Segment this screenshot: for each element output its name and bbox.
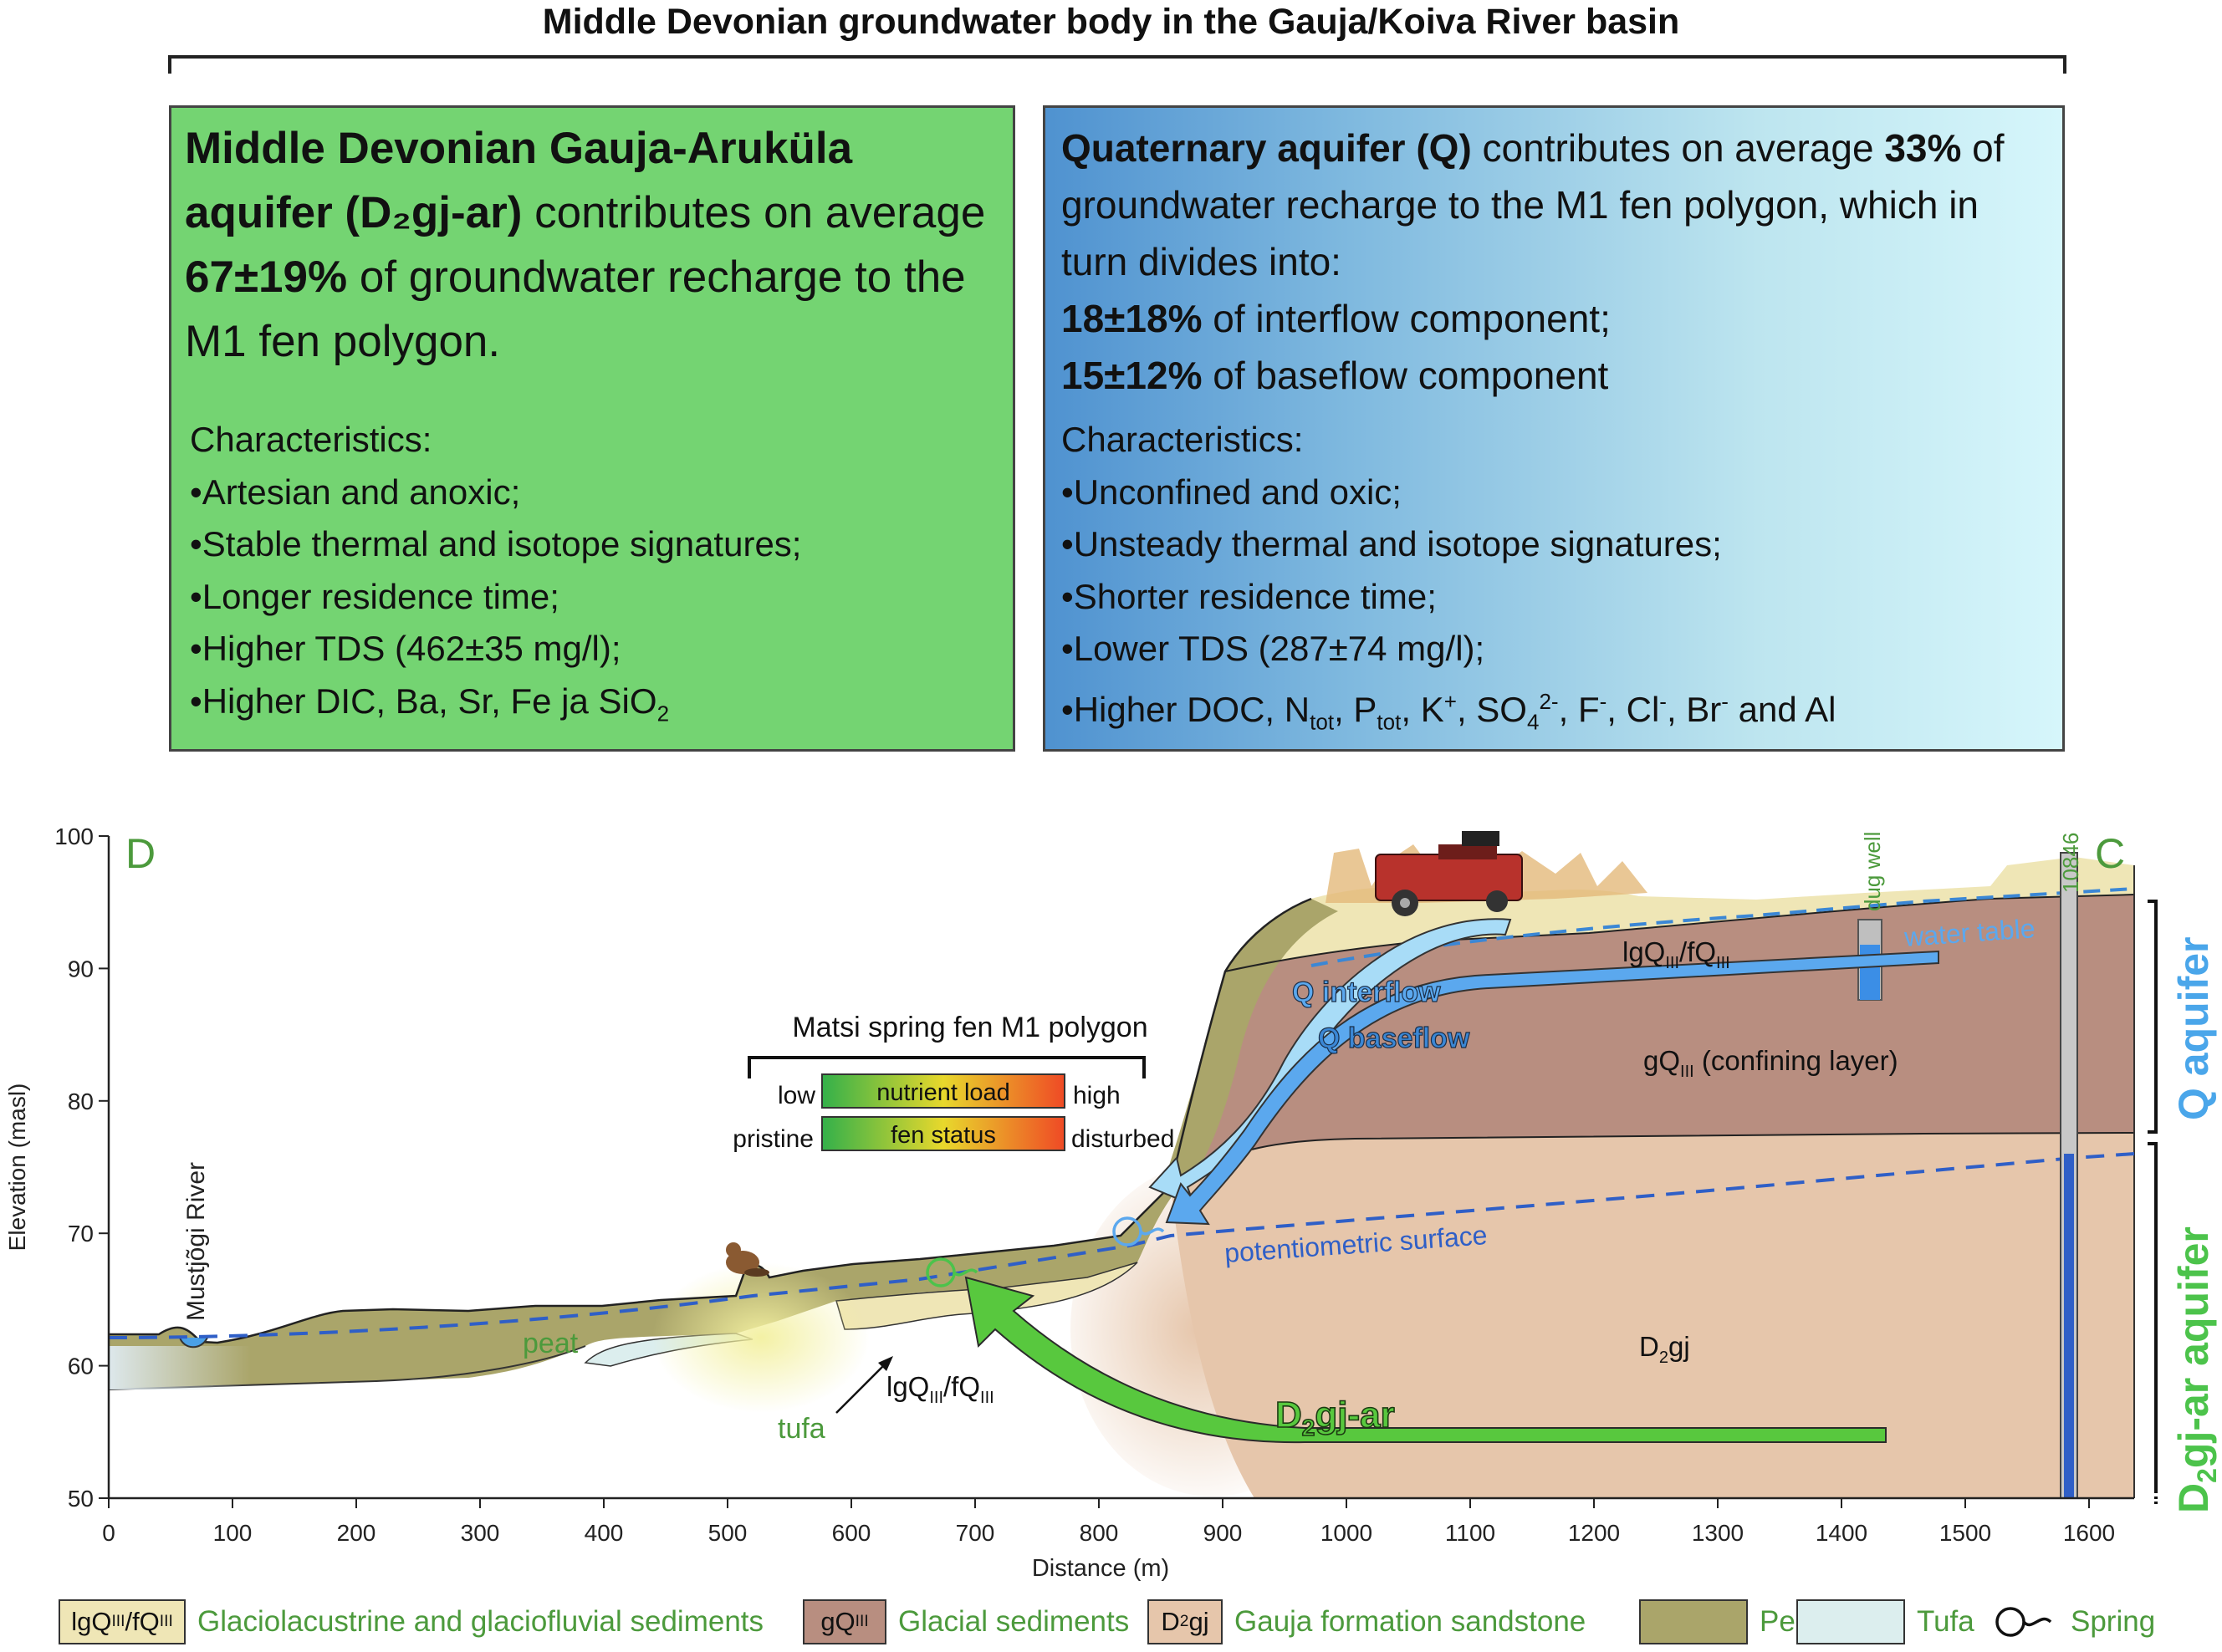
nutrient-high-label: high [1073,1082,1121,1109]
fen-pristine-label: pristine [733,1125,814,1153]
y-tick-label: 90 [68,956,94,982]
corner-label-c: C [2095,830,2125,877]
x-tick-label: 1400 [1816,1520,1867,1546]
river-label: Mustjõgi River [182,1162,210,1321]
fen-bracket [748,1056,1146,1078]
glacial-sediment-layer [1171,895,2134,1185]
nutrient-load-label: nutrient load [876,1079,1010,1106]
d2gj-ar-flow-arrow [964,1276,1887,1444]
fen-title: Matsi spring fen M1 polygon [792,1012,1147,1043]
y-tick-label: 50 [68,1486,94,1512]
tufa-pointer [835,1358,891,1414]
tufa-glow [652,1262,870,1413]
x-tick-label: 1500 [1939,1520,1991,1546]
spring-icon-blue [1112,1216,1165,1247]
x-tick-label: 1100 [1445,1520,1495,1546]
x-tick-label: 900 [1203,1520,1243,1546]
x-tick-label: 0 [102,1520,115,1546]
x-tick-label: 600 [832,1520,871,1546]
legend-item-sandstone: D 2 gj Gauja formation sandstone [1147,1597,1586,1647]
quaternary-aquifer-box: Quaternary aquifer (Q) contributes on av… [1043,105,2065,752]
q-aquifer-bracket [2148,900,2158,1134]
nutrient-load-bar [821,1073,1065,1109]
lgq-label-valley: lgQIII/fQIII [886,1371,994,1407]
river-channel [179,1337,208,1349]
legend-item-peat: Peat [1639,1597,1820,1647]
q-baseflow-label: Q baseflow [1318,1022,1470,1054]
tufa-label: tufa [778,1413,825,1445]
legend-item-glaciolacustrine: lgQ III/fQ III Glaciolacustrine and glacio… [59,1597,764,1647]
y-axis-label: Elevation (masl) [4,1083,30,1252]
devonian-characteristics: Characteristics: •Artesian and anoxic; •… [190,420,802,726]
borehole-screen [2064,1154,2074,1498]
legend-swatch-sandstone: D 2 gj [1147,1599,1223,1644]
spring-legend-icon [1995,1607,2052,1637]
q-interflow-arrow [1148,918,1512,1207]
main-title: Middle Devonian groundwater body in the … [542,2,1680,42]
lgq-label-top: lgQIII/fQIII [1622,936,1730,972]
legend-item-spring: Spring [1992,1597,2155,1647]
peat-valley [109,1185,1175,1389]
legend-swatch-glacial: gQ III [803,1599,886,1644]
d2gj-ar-aquifer-label: D2gj-ar aquifer [2170,1226,2222,1513]
x-tick-label: 500 [708,1520,748,1546]
valley-base-line [108,1345,586,1390]
x-tick-label: 200 [337,1520,376,1546]
corner-label-d: D [125,830,156,877]
q-baseflow-arrow [1165,950,1939,1226]
devonian-aquifer-box: Middle Devonian Gauja-Aruküla aquifer (D… [169,105,1015,752]
fen-disturbed-label: disturbed [1071,1125,1174,1153]
devonian-lead-text: Middle Devonian Gauja-Aruküla aquifer (D… [185,124,986,366]
spring-icon-green [926,1257,978,1287]
legend-item-tufa: Tufa [1796,1597,1974,1647]
fen-status-bar [821,1116,1065,1151]
glaciolacustrine-layer-top [1225,857,2134,971]
x-tick-label: 1200 [1568,1520,1620,1546]
x-tick-label: 1000 [1320,1520,1372,1546]
x-tick-label: 1600 [2063,1520,2115,1546]
x-tick-label: 400 [585,1520,624,1546]
quaternary-lead-text: Quaternary aquifer (Q) contributes on av… [1061,126,2005,397]
d-aquifer-bracket [2148,1142,2158,1493]
x-tick-label: 300 [461,1520,500,1546]
legend-swatch-tufa [1796,1599,1905,1644]
legend-swatch-glaciolacustrine: lgQ III/fQ III [59,1599,186,1644]
y-tick-label: 80 [68,1089,94,1114]
title-bracket [168,55,2066,74]
cross-section-diagram: 100 90 80 70 60 50 0 100 200 300 400 500 600 700 800 9… [4,823,2222,1582]
x-tick-label: 1300 [1692,1520,1744,1546]
glacial-top-line [1224,894,2135,972]
river-fade [109,1346,251,1389]
legend-swatch-peat [1639,1599,1748,1644]
quaternary-characteristics: Characteristics: •Unconfined and oxic; •… [1061,420,1836,734]
beaver-icon [726,1242,769,1277]
x-axis-label: Distance (m) [1032,1555,1169,1582]
potentiometric-surface-line [108,1152,2135,1339]
x-tick-label: 700 [956,1520,995,1546]
sandstone-layer-label: D2gj [1639,1331,1690,1367]
nutrient-low-label: low [778,1082,815,1109]
x-tick-label: 800 [1080,1520,1119,1546]
y-tick-label: 60 [68,1354,94,1379]
tufa-pointer-head [878,1356,893,1371]
gauja-sandstone-layer [1171,1133,2134,1498]
legend: lgQ III/fQ III Glaciolacustrine and glacio… [59,1597,2216,1647]
q-interflow-label: Q interflow [1292,976,1441,1008]
y-tick-label: 70 [68,1221,94,1247]
sandstone-glow [1070,1162,1355,1496]
glacial-layer-label: gQIII (confining layer) [1643,1045,1898,1081]
q-aquifer-label: Q aquifer [2170,937,2217,1120]
legend-item-glacial: gQ III Glacial sediments [803,1597,1129,1647]
dug-well-label: dug well [1860,832,1885,911]
well-id-label: 10846 [2058,833,2083,893]
fen-status-label: fen status [891,1122,996,1149]
d2gj-ar-flow-label: D2gj-ar [1275,1395,1395,1440]
dug-well-water [1860,945,1880,1000]
peat-slope [1162,899,1338,1187]
harvester-icon [1326,831,1647,916]
water-table-line [1310,887,2135,967]
peat-label: peat [523,1328,579,1359]
x-tick-label: 100 [213,1520,253,1546]
y-tick-label: 100 [54,823,94,849]
